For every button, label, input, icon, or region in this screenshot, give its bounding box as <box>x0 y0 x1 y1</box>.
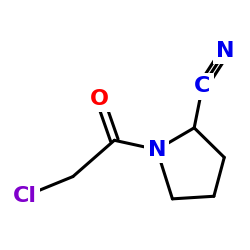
Text: N: N <box>216 41 234 61</box>
Text: C: C <box>194 76 211 96</box>
Text: Cl: Cl <box>13 186 37 206</box>
Text: N: N <box>148 140 166 160</box>
Text: O: O <box>90 89 109 109</box>
